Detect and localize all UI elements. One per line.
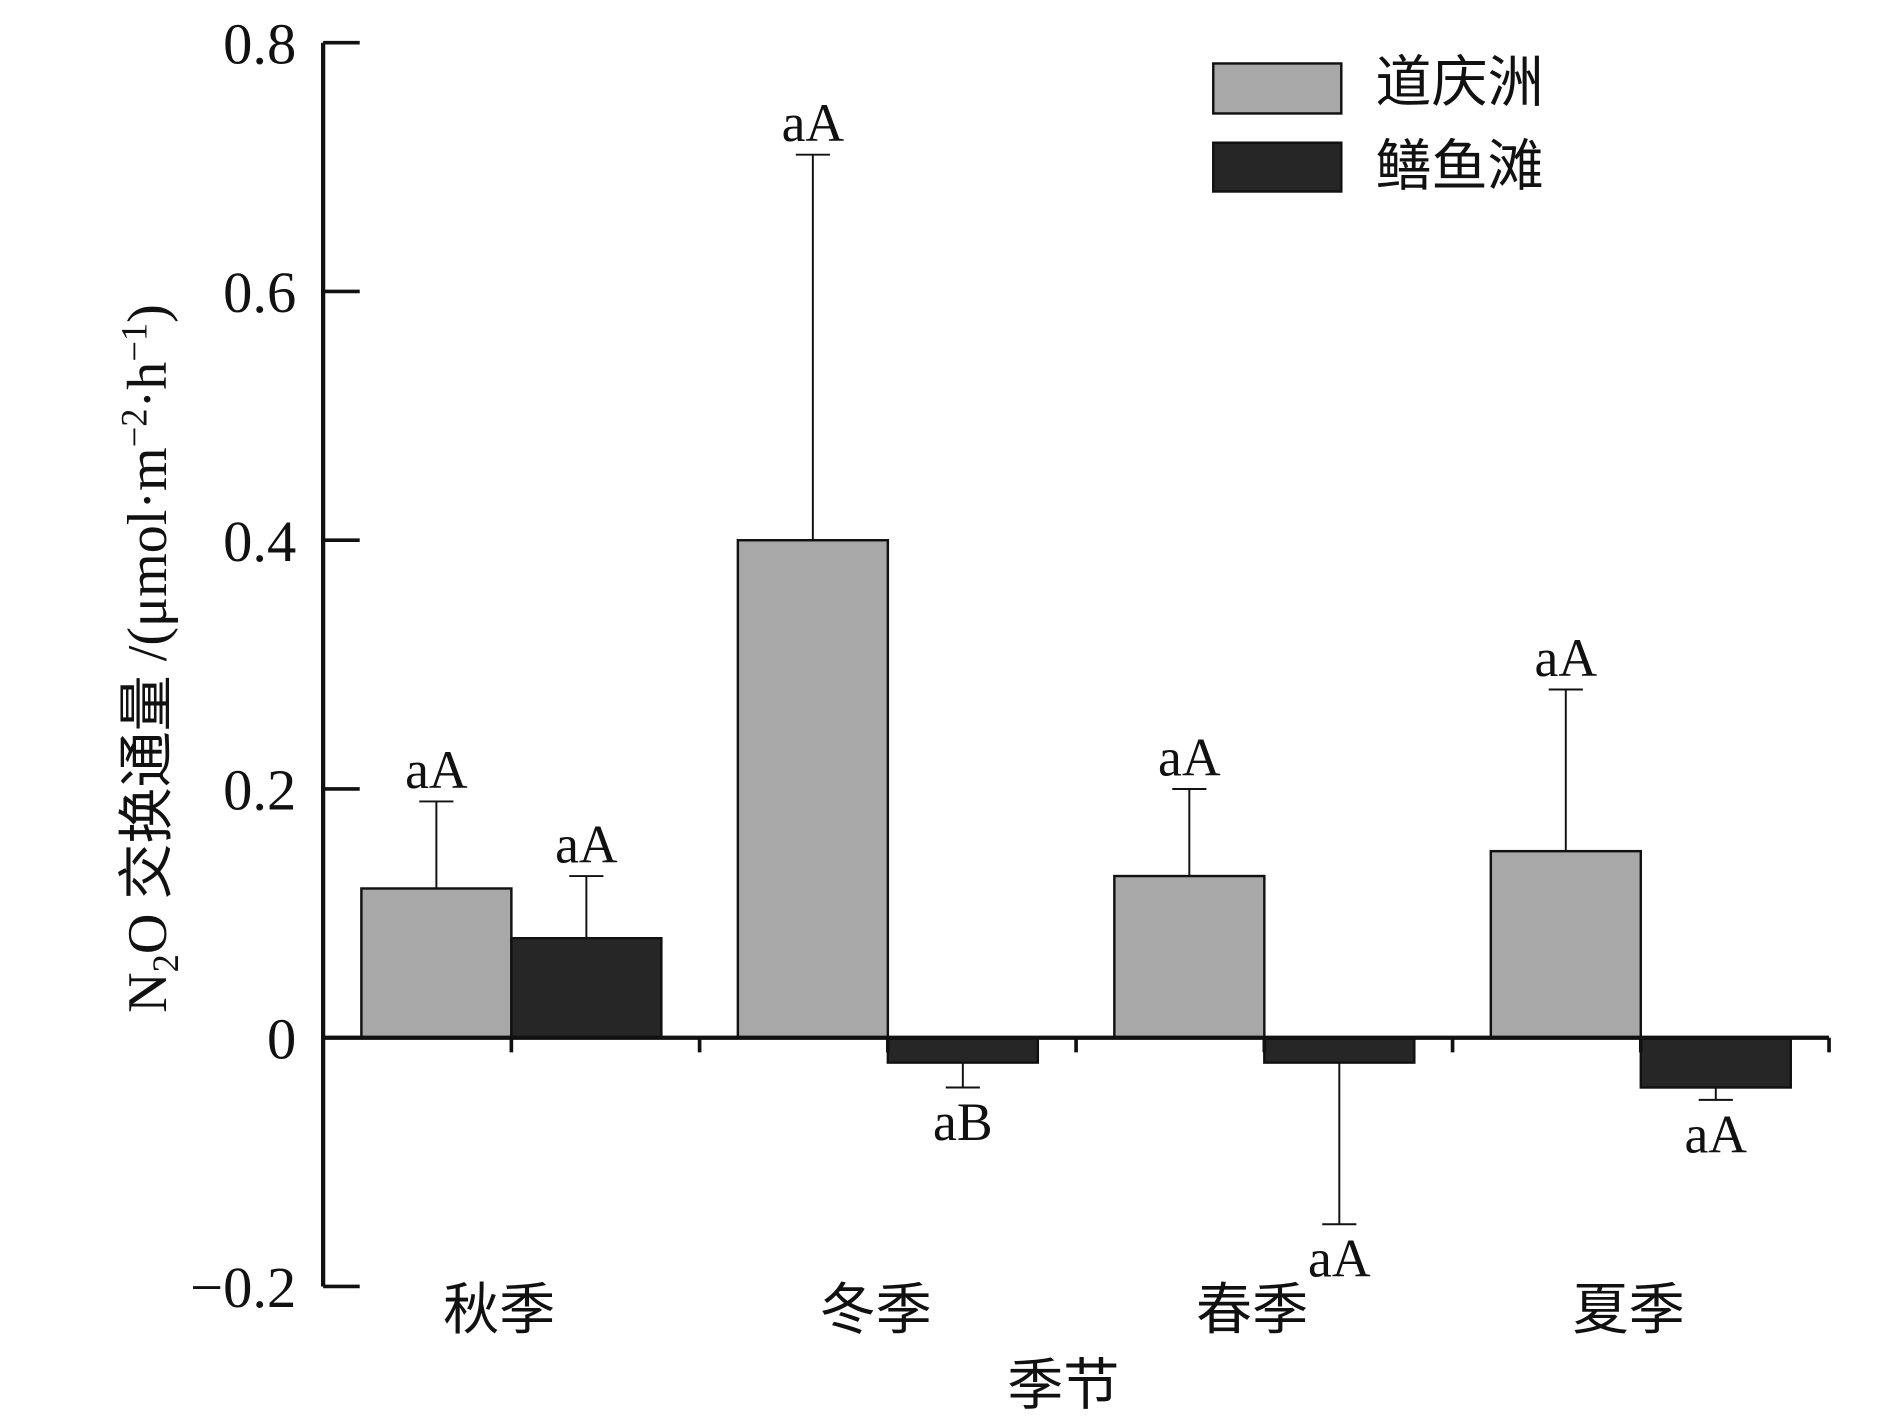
bar-shanyutan-autumn — [510, 937, 663, 1039]
significance-label-shanyutan-autumn: aA — [555, 815, 618, 875]
significance-labels: aA aA aA aA aA aB aA aA — [405, 93, 1747, 1288]
y-axis-title-h: ·h — [117, 362, 179, 409]
y-tick-label: 0.2 — [223, 758, 296, 823]
significance-label-shanyutan-spring: aA — [1308, 1229, 1371, 1289]
y-axis-title-subscript: 2 — [145, 954, 186, 972]
legend-item-shanyutan: 鳝鱼滩 — [1212, 136, 1544, 198]
y-tick-label: 0 — [267, 1006, 296, 1071]
legend-swatch-daoqingzhou — [1212, 62, 1343, 115]
bar-daoqingzhou-autumn — [360, 887, 513, 1039]
y-axis-title-n: N — [117, 972, 179, 1013]
y-tick-label: 0.4 — [223, 509, 296, 574]
bar-daoqingzhou-summer — [1489, 849, 1643, 1039]
y-axis-title-close: ) — [117, 304, 179, 323]
y-axis-title-superscript-m: −2 — [113, 408, 154, 447]
legend-item-daoqingzhou: 道庆洲 — [1212, 52, 1544, 115]
y-tick-label: −0.2 — [190, 1255, 296, 1320]
legend: 道庆洲 鳝鱼滩 — [1212, 52, 1544, 198]
significance-label-daoqingzhou-spring: aA — [1158, 728, 1221, 788]
legend-label-daoqingzhou: 道庆洲 — [1375, 52, 1543, 114]
y-axis-title-superscript-h: −1 — [113, 323, 154, 362]
significance-label-daoqingzhou-summer: aA — [1535, 628, 1598, 688]
bar-shanyutan-winter — [886, 1036, 1040, 1064]
bar-daoqingzhou-spring — [1113, 874, 1266, 1039]
legend-swatch-shanyutan — [1212, 141, 1343, 193]
y-tick-label: 0.6 — [223, 260, 296, 325]
significance-label-daoqingzhou-autumn: aA — [405, 740, 468, 800]
significance-label-shanyutan-summer: aA — [1685, 1104, 1748, 1164]
bar-shanyutan-summer — [1639, 1036, 1792, 1089]
axes: −0.2 0 0.2 0.4 0.6 0.8 秋季 冬季 春季 夏季 — [190, 11, 1831, 1342]
bar-shanyutan-spring — [1263, 1036, 1416, 1064]
y-axis-title-main: O 交换通量 /(μmol·m — [117, 447, 179, 954]
significance-label-daoqingzhou-winter: aA — [782, 93, 845, 153]
bar-daoqingzhou-winter — [736, 539, 890, 1039]
x-tick-label-spring: 春季 — [1196, 1280, 1308, 1342]
significance-label-shanyutan-winter: aB — [933, 1092, 993, 1152]
error-bars — [419, 153, 1733, 1226]
x-tick-label-autumn: 秋季 — [443, 1280, 555, 1342]
y-axis-title: N2O 交换通量 /(μmol·m−2·h−1) — [113, 304, 186, 1013]
x-axis-title: 季节 — [1007, 1356, 1119, 1417]
x-tick-label-winter: 冬季 — [820, 1280, 932, 1342]
legend-label-shanyutan: 鳝鱼滩 — [1375, 136, 1543, 198]
x-tick-label-summer: 夏季 — [1573, 1280, 1685, 1342]
y-tick-label: 0.8 — [223, 11, 296, 76]
